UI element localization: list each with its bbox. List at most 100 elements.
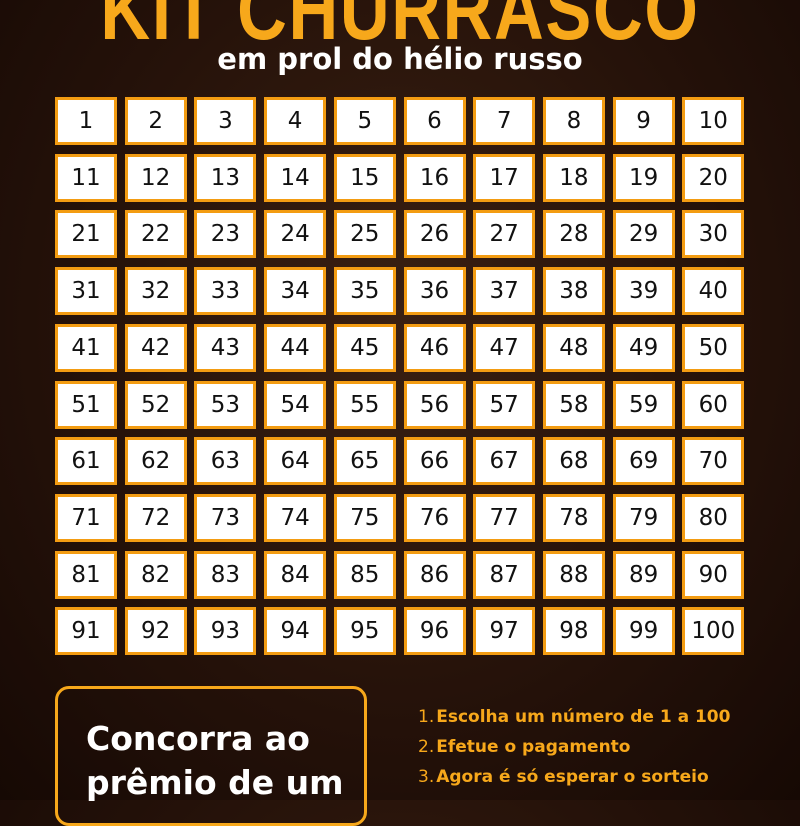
number-cell[interactable]: 68 [542,437,605,486]
number-cell[interactable]: 24 [264,210,327,259]
number-cell[interactable]: 9 [612,97,675,145]
number-cell[interactable]: 36 [403,267,466,316]
number-cell[interactable]: 94 [264,607,327,656]
number-cell[interactable]: 30 [682,210,745,259]
number-cell[interactable]: 35 [333,267,396,316]
number-cell[interactable]: 19 [612,153,675,202]
number-cell[interactable]: 52 [124,380,187,429]
number-cell[interactable]: 47 [473,323,536,372]
number-cell[interactable]: 92 [124,607,187,656]
number-cell[interactable]: 13 [194,153,257,202]
number-cell[interactable]: 83 [194,550,257,599]
number-cell[interactable]: 4 [264,97,327,145]
number-cell[interactable]: 17 [473,153,536,202]
number-cell[interactable]: 40 [682,267,745,316]
number-cell[interactable]: 95 [333,607,396,656]
number-cell[interactable]: 43 [194,323,257,372]
number-cell[interactable]: 100 [682,607,745,656]
number-cell[interactable]: 44 [264,323,327,372]
number-cell[interactable]: 59 [612,380,675,429]
number-cell[interactable]: 3 [194,97,257,145]
number-cell[interactable]: 20 [682,153,745,202]
number-cell[interactable]: 84 [264,550,327,599]
number-cell[interactable]: 51 [55,380,117,429]
number-cell[interactable]: 23 [194,210,257,259]
number-cell[interactable]: 28 [542,210,605,259]
number-cell[interactable]: 53 [194,380,257,429]
number-cell[interactable]: 69 [612,437,675,486]
number-cell[interactable]: 79 [612,493,675,542]
number-cell[interactable]: 11 [55,153,117,202]
number-cell[interactable]: 66 [403,437,466,486]
number-cell[interactable]: 26 [403,210,466,259]
number-cell[interactable]: 39 [612,267,675,316]
number-cell[interactable]: 61 [55,437,117,486]
number-cell[interactable]: 98 [542,607,605,656]
number-cell[interactable]: 16 [403,153,466,202]
number-cell[interactable]: 25 [333,210,396,259]
number-cell[interactable]: 27 [473,210,536,259]
number-cell[interactable]: 67 [473,437,536,486]
number-cell[interactable]: 73 [194,493,257,542]
number-cell[interactable]: 34 [264,267,327,316]
number-cell[interactable]: 64 [264,437,327,486]
number-cell[interactable]: 41 [55,323,117,372]
number-cell[interactable]: 56 [403,380,466,429]
number-cell[interactable]: 71 [55,493,117,542]
number-cell[interactable]: 97 [473,607,536,656]
number-cell[interactable]: 89 [612,550,675,599]
number-cell[interactable]: 15 [333,153,396,202]
number-cell[interactable]: 6 [403,97,466,145]
number-cell[interactable]: 5 [333,97,396,145]
number-cell[interactable]: 63 [194,437,257,486]
number-cell[interactable]: 7 [473,97,536,145]
number-cell[interactable]: 74 [264,493,327,542]
number-cell[interactable]: 2 [124,97,187,145]
number-cell[interactable]: 78 [542,493,605,542]
number-cell[interactable]: 42 [124,323,187,372]
number-cell[interactable]: 12 [124,153,187,202]
number-cell[interactable]: 54 [264,380,327,429]
number-cell[interactable]: 48 [542,323,605,372]
number-cell[interactable]: 50 [682,323,745,372]
number-cell[interactable]: 76 [403,493,466,542]
number-cell[interactable]: 93 [194,607,257,656]
number-cell[interactable]: 8 [542,97,605,145]
number-cell[interactable]: 45 [333,323,396,372]
number-cell[interactable]: 85 [333,550,396,599]
number-cell[interactable]: 91 [55,607,117,656]
number-cell[interactable]: 37 [473,267,536,316]
number-cell[interactable]: 57 [473,380,536,429]
number-cell[interactable]: 32 [124,267,187,316]
number-cell[interactable]: 75 [333,493,396,542]
number-cell[interactable]: 62 [124,437,187,486]
number-cell[interactable]: 88 [542,550,605,599]
number-cell[interactable]: 21 [55,210,117,259]
number-cell[interactable]: 90 [682,550,745,599]
number-cell[interactable]: 99 [612,607,675,656]
number-cell[interactable]: 86 [403,550,466,599]
number-cell[interactable]: 70 [682,437,745,486]
number-cell[interactable]: 1 [55,97,117,145]
number-cell[interactable]: 14 [264,153,327,202]
number-cell[interactable]: 80 [682,493,745,542]
number-cell[interactable]: 72 [124,493,187,542]
number-cell[interactable]: 55 [333,380,396,429]
number-cell[interactable]: 22 [124,210,187,259]
number-cell[interactable]: 46 [403,323,466,372]
number-cell[interactable]: 18 [542,153,605,202]
number-cell[interactable]: 29 [612,210,675,259]
number-cell[interactable]: 82 [124,550,187,599]
number-cell[interactable]: 65 [333,437,396,486]
number-cell[interactable]: 31 [55,267,117,316]
number-cell[interactable]: 96 [403,607,466,656]
number-cell[interactable]: 87 [473,550,536,599]
number-cell[interactable]: 77 [473,493,536,542]
number-cell[interactable]: 49 [612,323,675,372]
number-cell[interactable]: 33 [194,267,257,316]
number-cell[interactable]: 81 [55,550,117,599]
number-cell[interactable]: 58 [542,380,605,429]
number-cell[interactable]: 38 [542,267,605,316]
number-cell[interactable]: 10 [682,97,745,145]
number-cell[interactable]: 60 [682,380,745,429]
